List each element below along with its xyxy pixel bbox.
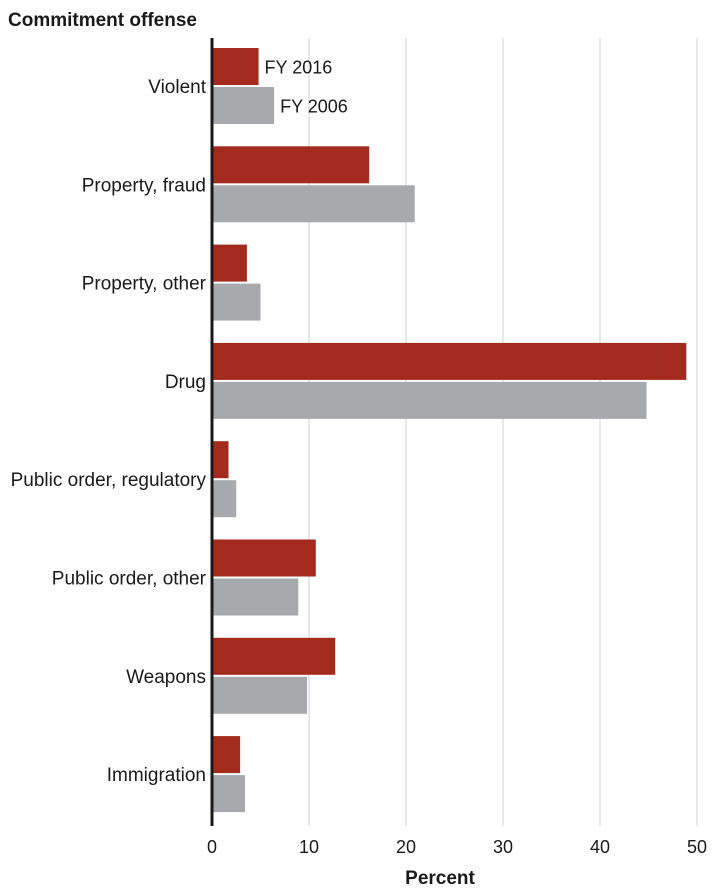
- series-labels: FY 2016 FY 2006: [265, 58, 348, 117]
- bars: [213, 48, 687, 813]
- bar-fy-2016: [213, 736, 241, 774]
- bar-fy-2016: [213, 146, 370, 184]
- y-axis-title: Commitment offense: [8, 10, 197, 31]
- category-label: Property, other: [82, 274, 207, 295]
- bar-fy-2016: [213, 637, 336, 675]
- x-tick-label: 30: [493, 837, 513, 857]
- category-label: Public order, other: [52, 569, 207, 590]
- bar-fy-2006: [213, 283, 261, 321]
- bar-fy-2006: [213, 775, 245, 813]
- bar-fy-2016: [213, 48, 259, 85]
- category-label: Immigration: [107, 765, 206, 786]
- bar-fy-2006: [213, 578, 299, 616]
- x-tick-label: 40: [590, 837, 610, 857]
- bar-fy-2016: [213, 441, 229, 479]
- bar-fy-2016: [213, 539, 316, 577]
- category-label: Property, fraud: [82, 175, 206, 196]
- x-axis-title: Percent: [405, 868, 475, 889]
- category-label: Weapons: [126, 667, 206, 688]
- category-label: Violent: [148, 77, 206, 98]
- gridlines: [308, 38, 698, 826]
- x-tick-label: 0: [207, 837, 217, 857]
- bar-fy-2016: [213, 244, 247, 282]
- series-label: FY 2006: [280, 97, 348, 117]
- bar-fy-2006: [213, 185, 415, 223]
- series-label: FY 2016: [265, 58, 333, 78]
- bar-fy-2006: [213, 480, 237, 518]
- category-label: Drug: [165, 372, 206, 393]
- bar-fy-2006: [213, 381, 647, 419]
- bar-fy-2016: [213, 342, 687, 380]
- x-tick-label: 50: [687, 837, 707, 857]
- bar-fy-2006: [213, 87, 275, 124]
- category-label: Public order, regulatory: [11, 470, 207, 491]
- bar-fy-2006: [213, 676, 308, 714]
- category-labels: Violent Property, fraud Property, other Dru…: [11, 77, 207, 786]
- x-tick-labels: 0 10 20 30 40 50: [207, 837, 707, 857]
- x-tick-label: 10: [299, 837, 319, 857]
- x-tick-label: 20: [396, 837, 416, 857]
